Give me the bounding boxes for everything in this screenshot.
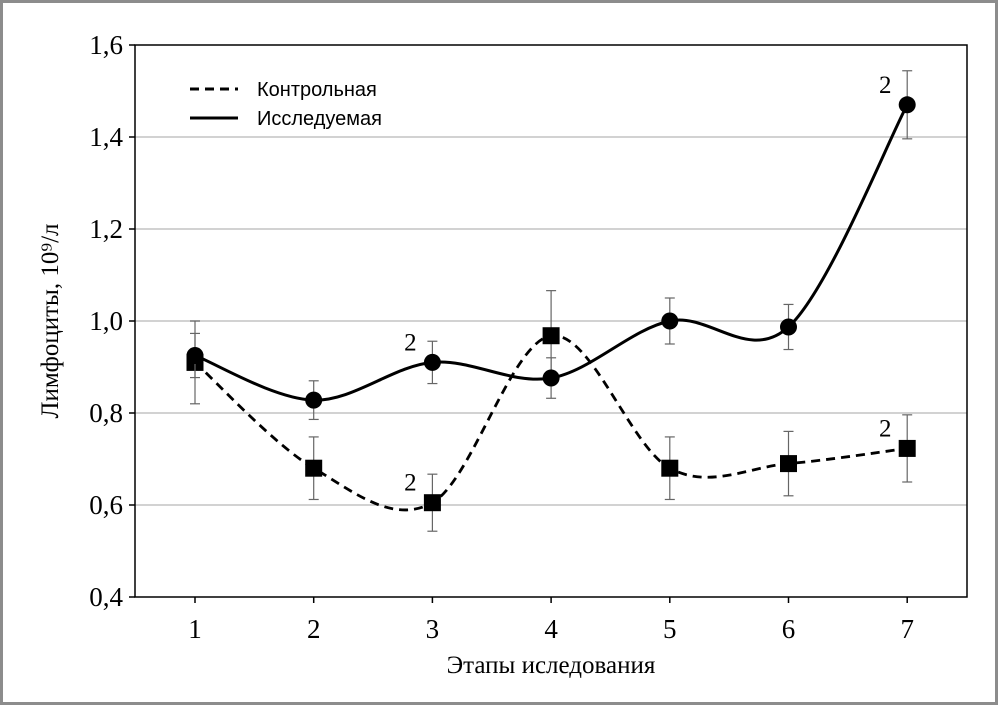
y-tick-label: 1,4 <box>89 122 123 152</box>
x-tick-label: 1 <box>188 614 202 644</box>
y-tick-label: 0,4 <box>89 582 123 612</box>
legend: Контрольная Исследуемая <box>190 79 382 130</box>
x-axis-ticks: 1 2 3 4 5 6 7 <box>188 597 914 644</box>
data-point-square <box>661 459 679 477</box>
y-axis-label: Лимфоциты, 10⁹/л <box>37 224 64 419</box>
y-tick-label: 0,6 <box>89 490 123 520</box>
annotation-label: 2 <box>404 470 417 497</box>
data-point-circle <box>423 353 441 371</box>
y-tick-label: 1,6 <box>89 30 123 60</box>
data-point-circle <box>780 318 797 336</box>
series-study <box>186 70 916 421</box>
x-tick-label: 4 <box>544 614 558 644</box>
series-group <box>186 70 916 532</box>
data-point-circle <box>186 347 204 364</box>
data-point-circle <box>898 96 916 114</box>
series-control <box>186 290 916 532</box>
annotations: 2 2 2 2 <box>404 72 891 497</box>
data-point-square <box>898 439 916 457</box>
data-point-circle <box>305 391 323 409</box>
y-axis-ticks: 0,4 0,6 0,8 1,0 1,2 1,4 1,6 <box>89 30 135 612</box>
x-tick-label: 5 <box>663 614 677 644</box>
data-point-square <box>305 459 323 477</box>
x-tick-label: 2 <box>307 614 321 644</box>
data-point-square <box>423 494 441 512</box>
x-tick-label: 6 <box>782 614 796 644</box>
x-tick-label: 3 <box>426 614 440 644</box>
annotation-label: 2 <box>404 329 417 356</box>
annotation-label: 2 <box>879 415 892 442</box>
legend-label-study: Исследуемая <box>257 108 382 130</box>
data-point-square <box>780 455 797 473</box>
x-axis-label: Этапы иследования <box>447 652 656 679</box>
y-tick-label: 1,0 <box>89 306 123 336</box>
data-point-circle <box>661 312 679 330</box>
data-point-circle <box>542 369 560 387</box>
x-tick-label: 7 <box>900 614 914 644</box>
gridlines <box>135 136 967 506</box>
y-tick-label: 0,8 <box>89 398 123 428</box>
y-tick-label: 1,2 <box>89 214 123 244</box>
annotation-label: 2 <box>879 72 892 99</box>
legend-label-control: Контрольная <box>257 79 377 101</box>
data-point-square <box>542 327 560 345</box>
